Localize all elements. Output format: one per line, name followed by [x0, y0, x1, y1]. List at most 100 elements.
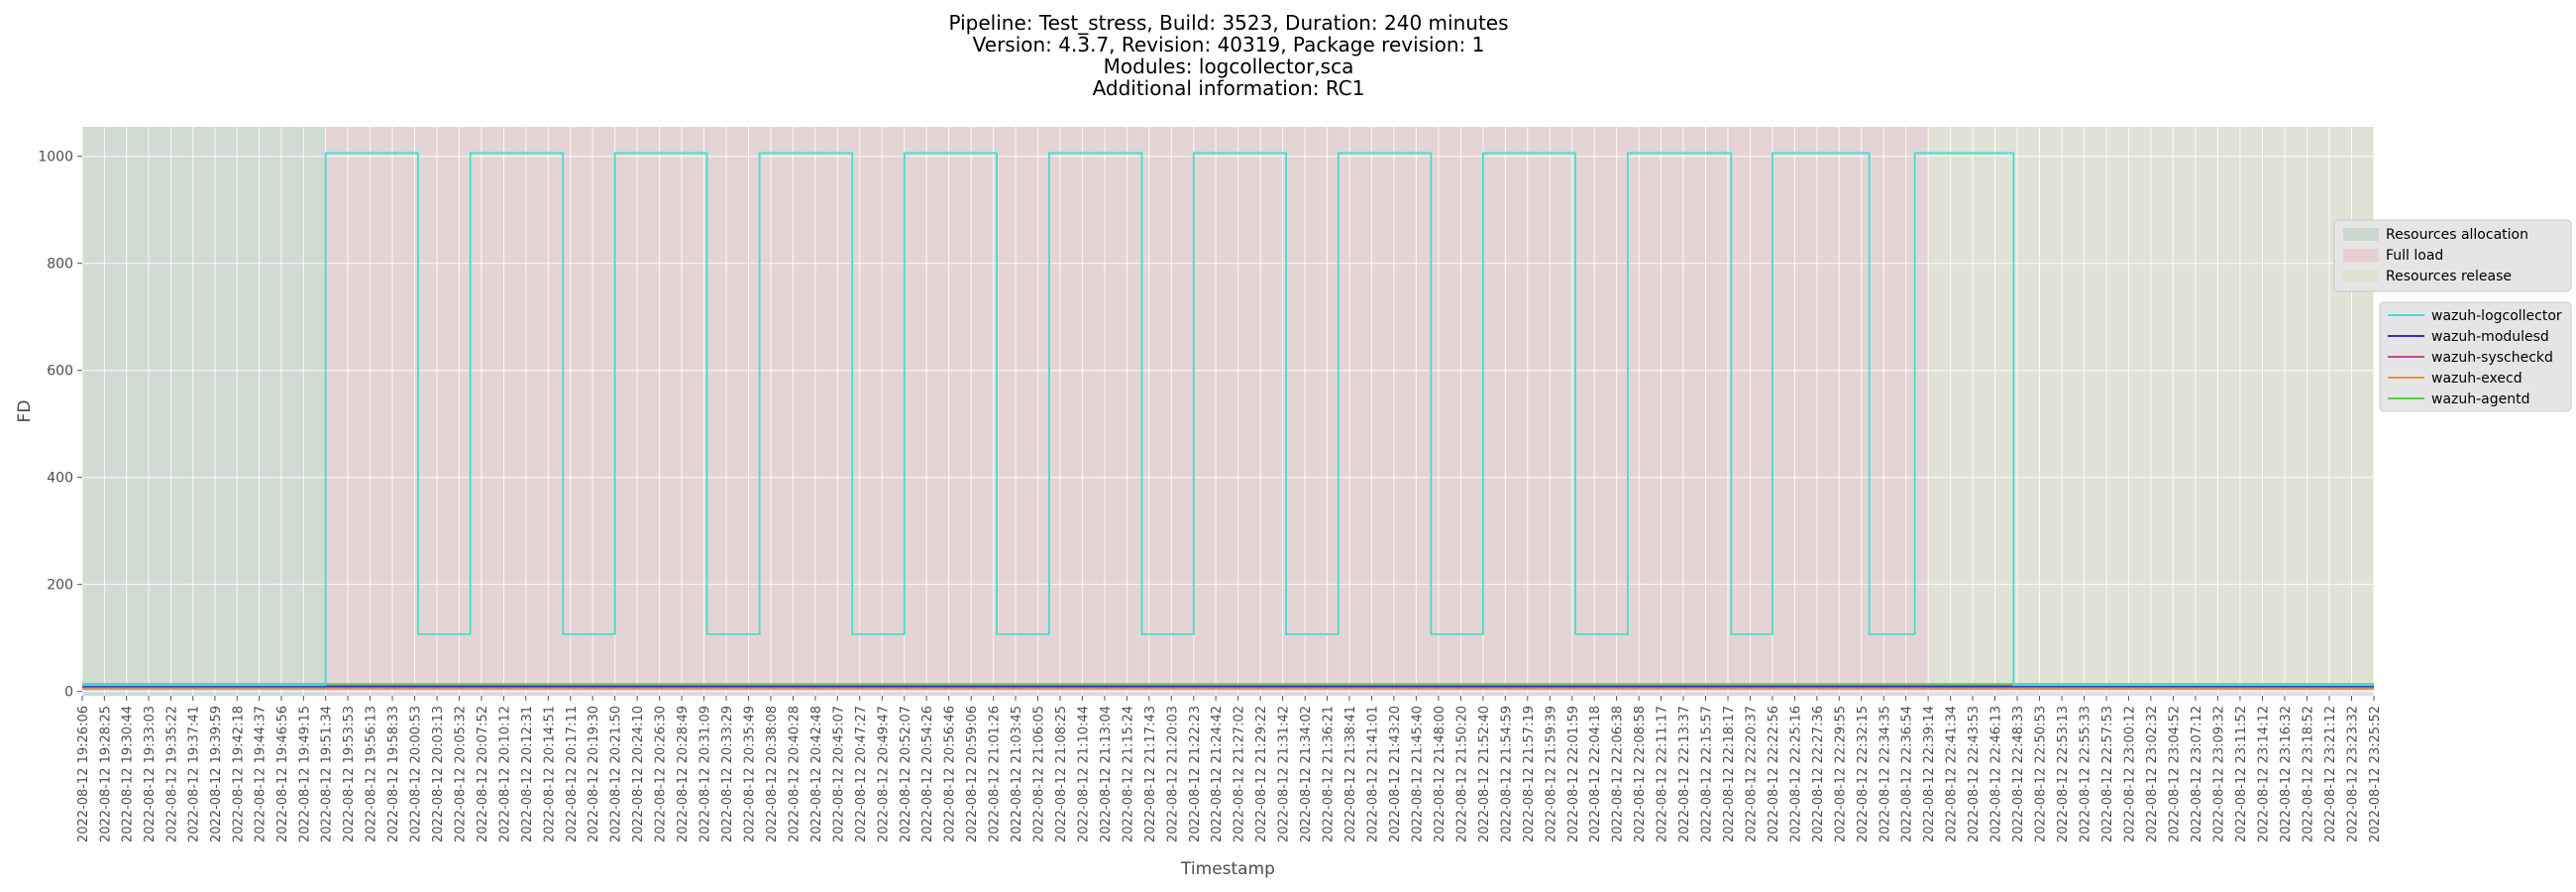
x-tick-label: 2022-08-12 22:34:35 — [1878, 706, 1892, 842]
x-tick-label: 2022-08-12 22:25:16 — [1788, 706, 1803, 842]
x-tick-label: 2022-08-12 20:19:30 — [587, 706, 601, 842]
x-tick-label: 2022-08-12 21:38:41 — [1343, 706, 1358, 842]
legend-label: wazuh-syscheckd — [2431, 350, 2553, 366]
x-tick-label: 2022-08-12 19:53:53 — [342, 706, 357, 842]
y-tick-label: 1000 — [38, 150, 73, 166]
x-tick-label: 2022-08-12 21:08:25 — [1054, 706, 1069, 842]
x-tick-label: 2022-08-12 21:54:59 — [1499, 706, 1514, 842]
x-tick-label: 2022-08-12 22:29:55 — [1833, 706, 1848, 842]
x-tick-label: 2022-08-12 21:50:20 — [1454, 706, 1469, 842]
series-line — [82, 152, 2374, 687]
legend-label: wazuh-logcollector — [2431, 308, 2562, 324]
x-tick-label: 2022-08-12 21:45:40 — [1410, 706, 1425, 842]
x-tick-label: 2022-08-12 23:04:52 — [2167, 706, 2182, 842]
x-tick-label: 2022-08-12 22:32:15 — [1856, 706, 1871, 842]
x-tick-label: 2022-08-12 22:43:53 — [1967, 706, 1982, 842]
title-line: Version: 4.3.7, Revision: 40319, Package… — [973, 33, 1485, 56]
x-tick-label: 2022-08-12 22:20:37 — [1745, 706, 1760, 842]
x-tick-label: 2022-08-12 22:53:13 — [2056, 706, 2071, 842]
x-tick-label: 2022-08-12 21:31:42 — [1277, 706, 1292, 842]
x-tick-label: 2022-08-12 19:35:22 — [164, 706, 179, 842]
x-tick-label: 2022-08-12 21:01:26 — [988, 706, 1003, 842]
legend-label: Resources allocation — [2386, 227, 2528, 243]
x-tick-label: 2022-08-12 19:46:56 — [275, 706, 290, 842]
x-tick-label: 2022-08-12 20:12:31 — [520, 706, 535, 842]
x-tick-label: 2022-08-12 19:37:41 — [187, 706, 202, 842]
legend-label: wazuh-execd — [2431, 371, 2522, 387]
legend-label: Full load — [2386, 248, 2443, 264]
x-tick-label: 2022-08-12 19:49:15 — [297, 706, 312, 842]
x-tick-label: 2022-08-12 19:58:33 — [386, 706, 401, 842]
x-tick-label: 2022-08-12 20:35:49 — [743, 706, 758, 842]
y-tick-label: 0 — [64, 685, 73, 701]
x-tick-label: 2022-08-12 21:59:39 — [1544, 706, 1558, 842]
x-tick-label: 2022-08-12 21:13:04 — [1099, 706, 1114, 842]
x-tick-label: 2022-08-12 22:46:13 — [1989, 706, 2004, 842]
x-tick-label: 2022-08-12 21:57:19 — [1522, 706, 1537, 842]
legend-phase-box — [2333, 219, 2572, 292]
x-tick-label: 2022-08-12 22:13:37 — [1677, 706, 1692, 842]
x-tick-label: 2022-08-12 20:10:12 — [497, 706, 512, 842]
x-tick-label: 2022-08-12 21:34:02 — [1299, 706, 1314, 842]
x-tick-label: 2022-08-12 21:27:02 — [1233, 706, 1247, 842]
series-lines — [82, 152, 2374, 690]
phase-bands — [82, 127, 2374, 696]
x-tick-label: 2022-08-12 21:17:43 — [1143, 706, 1158, 842]
x-tick-label: 2022-08-12 22:36:54 — [1900, 706, 1915, 842]
x-tick-label: 2022-08-12 22:06:38 — [1611, 706, 1626, 842]
x-tick-label: 2022-08-12 19:51:34 — [320, 706, 335, 842]
x-tick-label: 2022-08-12 21:22:23 — [1188, 706, 1203, 842]
x-tick-label: 2022-08-12 19:44:37 — [254, 706, 268, 842]
x-tick-label: 2022-08-12 19:42:18 — [231, 706, 246, 842]
x-tick-label: 2022-08-12 22:41:34 — [1945, 706, 1960, 842]
x-tick-label: 2022-08-12 23:21:12 — [2323, 706, 2338, 842]
legend-series-box — [2379, 301, 2572, 412]
x-tick-label: 2022-08-12 21:43:20 — [1388, 706, 1403, 842]
phase-band — [82, 127, 326, 696]
x-tick-label: 2022-08-12 20:00:53 — [409, 706, 424, 842]
x-tick-label: 2022-08-12 20:52:07 — [899, 706, 913, 842]
x-tick-label: 2022-08-12 23:07:12 — [2190, 706, 2204, 842]
x-tick-label: 2022-08-12 20:03:13 — [431, 706, 446, 842]
title-line: Pipeline: Test_stress, Build: 3523, Dura… — [948, 11, 1508, 35]
x-tick-label: 2022-08-12 20:05:32 — [453, 706, 468, 842]
x-tick-label: 2022-08-12 21:20:03 — [1165, 706, 1180, 842]
x-tick-label: 2022-08-12 20:59:06 — [965, 706, 980, 842]
x-tick-label: 2022-08-12 23:00:12 — [2122, 706, 2137, 842]
x-tick-label: 2022-08-12 20:38:08 — [765, 706, 780, 842]
x-tick-label: 2022-08-12 22:50:53 — [2034, 706, 2049, 842]
plot-area — [82, 127, 2374, 696]
x-tick-label: 2022-08-12 23:02:32 — [2145, 706, 2160, 842]
x-tick-label: 2022-08-12 22:11:17 — [1656, 706, 1670, 842]
x-tick-label: 2022-08-12 20:26:30 — [654, 706, 669, 842]
title-line: Modules: logcollector,sca — [1104, 55, 1354, 78]
x-tick-label: 2022-08-12 20:21:50 — [609, 706, 624, 842]
legend-swatch — [2343, 249, 2379, 262]
x-tick-label: 2022-08-12 20:45:07 — [831, 706, 846, 842]
x-tick-label: 2022-08-12 20:49:47 — [876, 706, 891, 842]
x-tick-label: 2022-08-12 20:33:29 — [720, 706, 735, 842]
y-tick-label: 200 — [47, 578, 73, 594]
x-tick-label: 2022-08-12 20:28:49 — [676, 706, 691, 842]
x-tick-label: 2022-08-12 22:27:36 — [1811, 706, 1826, 842]
x-tick-label: 2022-08-12 22:57:53 — [2100, 706, 2115, 842]
x-tick-label: 2022-08-12 21:24:42 — [1210, 706, 1225, 842]
x-tick-label: 2022-08-12 22:18:17 — [1722, 706, 1737, 842]
y-axis: 0 200 400 600 800 1000 — [38, 150, 82, 701]
plot-background — [82, 127, 2374, 696]
x-tick-label: 2022-08-12 21:48:00 — [1433, 706, 1448, 842]
title-line: Additional information: RC1 — [1093, 76, 1365, 100]
legend-swatch — [2343, 270, 2379, 282]
x-tick-label: 2022-08-12 20:40:28 — [787, 706, 802, 842]
x-tick-label: 2022-08-12 23:23:32 — [2345, 706, 2360, 842]
x-tick-label: 2022-08-12 23:25:52 — [2368, 706, 2383, 842]
y-tick-label: 400 — [47, 471, 73, 487]
x-tick-label: 2022-08-12 20:56:46 — [943, 706, 958, 842]
x-tick-label: 2022-08-12 21:06:05 — [1032, 706, 1047, 842]
x-tick-label: 2022-08-12 21:29:22 — [1254, 706, 1269, 842]
x-tick-label: 2022-08-12 22:39:14 — [1922, 706, 1937, 842]
x-tick-label: 2022-08-12 22:55:33 — [2079, 706, 2093, 842]
x-tick-label: 2022-08-12 19:56:13 — [365, 706, 379, 842]
x-axis-label: Timestamp — [1180, 859, 1275, 879]
x-tick-label: 2022-08-12 21:03:45 — [1010, 706, 1024, 842]
